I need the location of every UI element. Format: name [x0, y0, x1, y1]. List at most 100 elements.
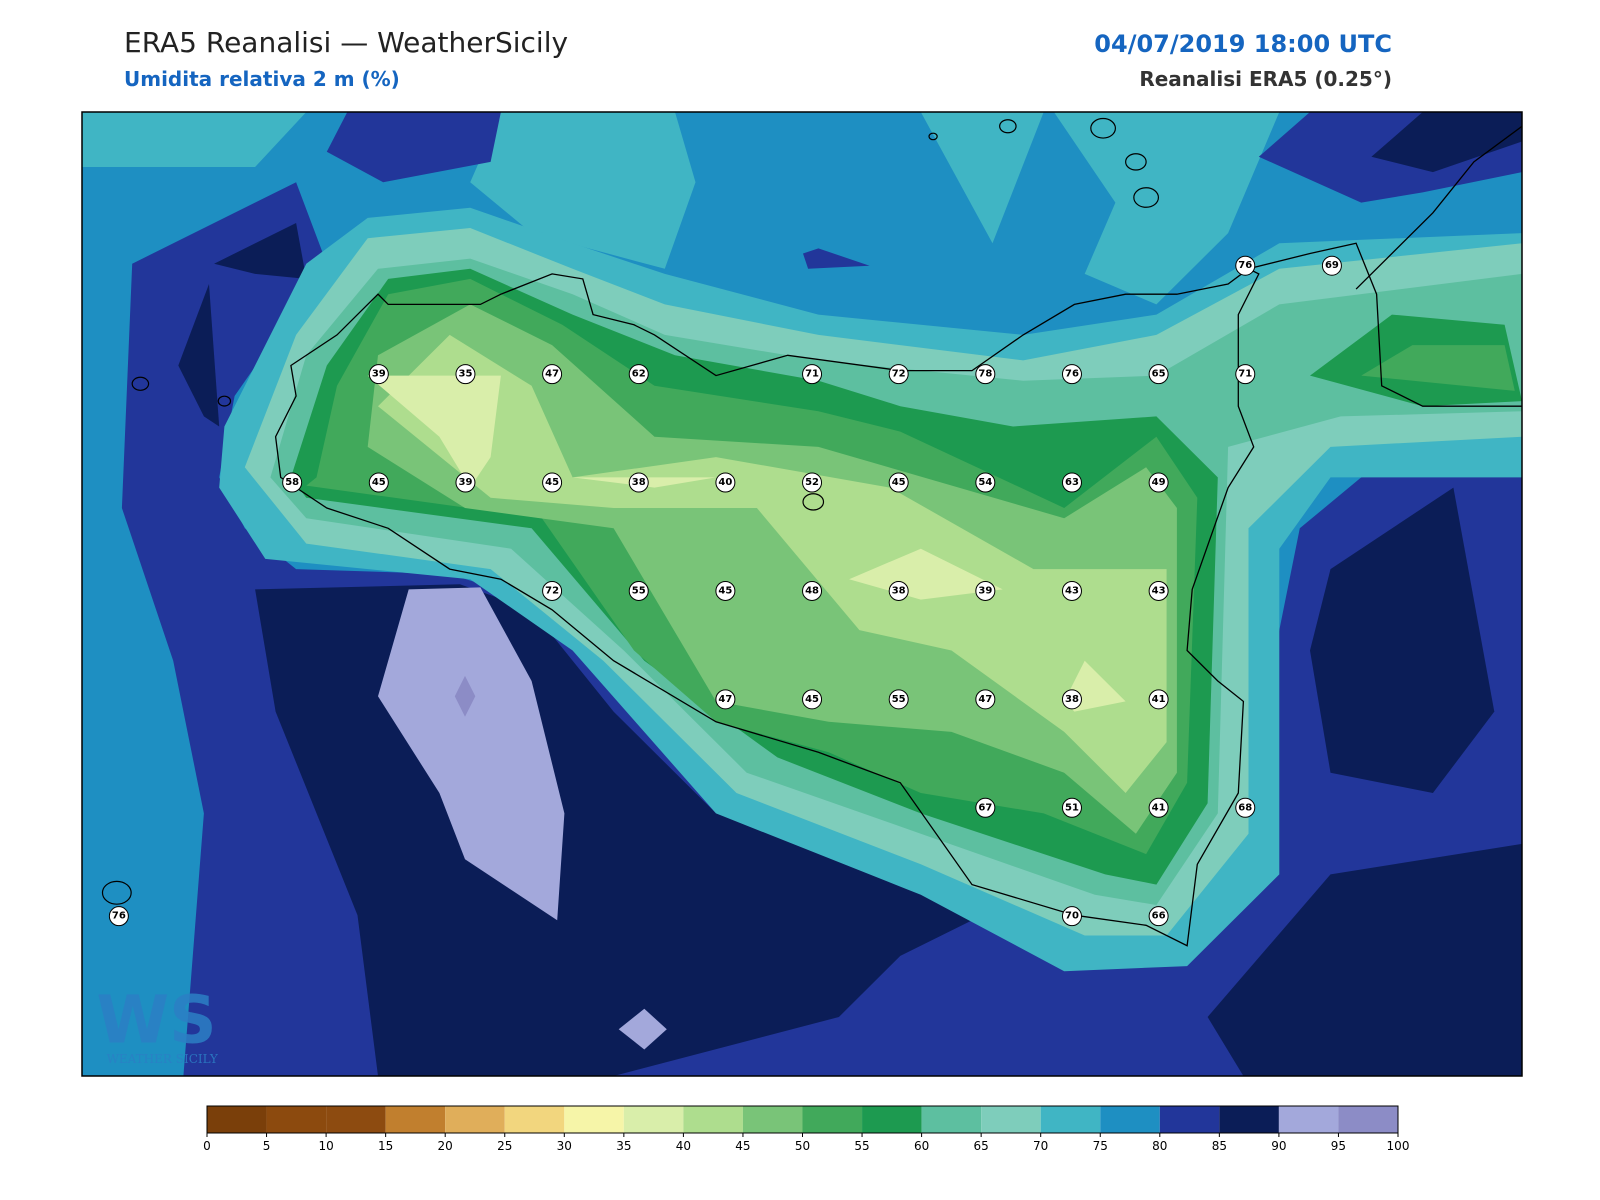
colorbar-bin: [326, 1106, 386, 1133]
station-value: 45: [372, 477, 386, 488]
humidity-contour: [920, 112, 1044, 244]
station-value: 72: [545, 585, 559, 596]
station-value: 39: [978, 585, 992, 596]
logo-text: WEATHER SICILY: [107, 1052, 219, 1066]
station-value: 41: [1152, 694, 1166, 705]
station-marker: [1148, 580, 1169, 601]
humidity-contour: [1361, 345, 1515, 391]
station-value: 45: [892, 477, 906, 488]
station-value: 67: [978, 802, 992, 813]
subtitle: Umidita relativa 2 m (%): [124, 67, 400, 91]
colorbar-tick-label: 55: [854, 1139, 869, 1153]
station-marker: [455, 364, 476, 385]
island: [802, 493, 825, 511]
station-marker: [1061, 580, 1082, 601]
station-marker: [888, 472, 909, 493]
station-marker: [1321, 255, 1342, 276]
station-value: 38: [892, 585, 906, 596]
colorbar-tick-label: 60: [914, 1139, 929, 1153]
colorbar-tick-label: 0: [203, 1139, 211, 1153]
station-marker: [1061, 906, 1082, 927]
island: [928, 132, 938, 141]
colorbar: 0 5 10 15 20 25 30 35 40 45 50 55 60 65 70 75 80 85 90 95 10…: [203, 1105, 1409, 1153]
station-marker: [1148, 472, 1169, 493]
colorbar-bin: [742, 1106, 803, 1133]
station-value: 52: [805, 477, 819, 488]
station-marker: [628, 364, 649, 385]
station-marker: [1148, 364, 1169, 385]
humidity-contour: [1371, 112, 1522, 173]
humidity-contour: [454, 675, 476, 717]
colorbar-tick-label: 45: [735, 1139, 750, 1153]
station-value: 55: [892, 694, 906, 705]
colorbar-bin: [1159, 1106, 1220, 1133]
station-value: 45: [545, 477, 559, 488]
station-value: 63: [1065, 477, 1079, 488]
station-value: 62: [632, 369, 646, 380]
colorbar-tick-label: 70: [1033, 1139, 1048, 1153]
station-marker: [888, 364, 909, 385]
station-value: 72: [892, 369, 906, 380]
colorbar-tick-label: 85: [1212, 1139, 1227, 1153]
logo-mark: WS: [96, 981, 216, 1058]
colorbar-tick-label: 30: [557, 1139, 572, 1153]
station-value: 35: [458, 369, 472, 380]
station-marker: [802, 472, 823, 493]
colorbar-bin: [1278, 1106, 1339, 1133]
station-marker: [888, 689, 909, 710]
colorbar-bin: [623, 1106, 684, 1133]
station-marker: [715, 472, 736, 493]
station-marker: [628, 472, 649, 493]
colorbar-tick-label: 90: [1271, 1139, 1286, 1153]
station-marker: [1148, 689, 1169, 710]
colorbar-bin: [266, 1106, 327, 1133]
station-marker: [1235, 797, 1256, 818]
station-marker: [888, 580, 909, 601]
station-value: 43: [1152, 585, 1166, 596]
station-value: 69: [1325, 260, 1339, 271]
station-marker: [975, 797, 996, 818]
humidity-contour: [803, 248, 870, 269]
island: [217, 395, 232, 407]
station-marker: [368, 472, 389, 493]
humidity-contour: [378, 587, 565, 921]
station-value: 55: [632, 585, 646, 596]
colorbar-tick-label: 20: [438, 1139, 453, 1153]
station-value: 47: [545, 369, 559, 380]
station-marker: [282, 472, 303, 493]
station-marker: [1148, 906, 1169, 927]
station-value: 41: [1152, 802, 1166, 813]
colorbar-bin: [1338, 1106, 1398, 1133]
station-marker: [802, 689, 823, 710]
station-value: 51: [1065, 802, 1079, 813]
station-marker: [802, 364, 823, 385]
coastline: [1248, 242, 1522, 407]
station-value: 71: [805, 369, 819, 380]
station-value: 45: [805, 694, 819, 705]
colorbar-bin: [802, 1106, 863, 1133]
station-marker: [715, 689, 736, 710]
station-marker: [1235, 364, 1256, 385]
station-value: 40: [718, 477, 732, 488]
colorbar-bin: [862, 1106, 922, 1133]
station-marker: [455, 472, 476, 493]
humidity-contour: [367, 304, 1177, 834]
station-marker: [802, 580, 823, 601]
island: [999, 119, 1017, 134]
humidity-contour: [82, 112, 307, 167]
station-value: 54: [978, 477, 992, 488]
colorbar-bin: [1100, 1106, 1160, 1133]
station-value: 76: [1238, 260, 1252, 271]
station-value: 38: [632, 477, 646, 488]
colorbar-tick-label: 80: [1152, 1139, 1167, 1153]
colorbar-bin: [385, 1106, 446, 1133]
station-marker: [975, 689, 996, 710]
colorbar-bin: [921, 1106, 982, 1133]
station-marker: [1148, 797, 1169, 818]
colorbar-tick-label: 65: [974, 1139, 989, 1153]
island: [1133, 187, 1160, 208]
